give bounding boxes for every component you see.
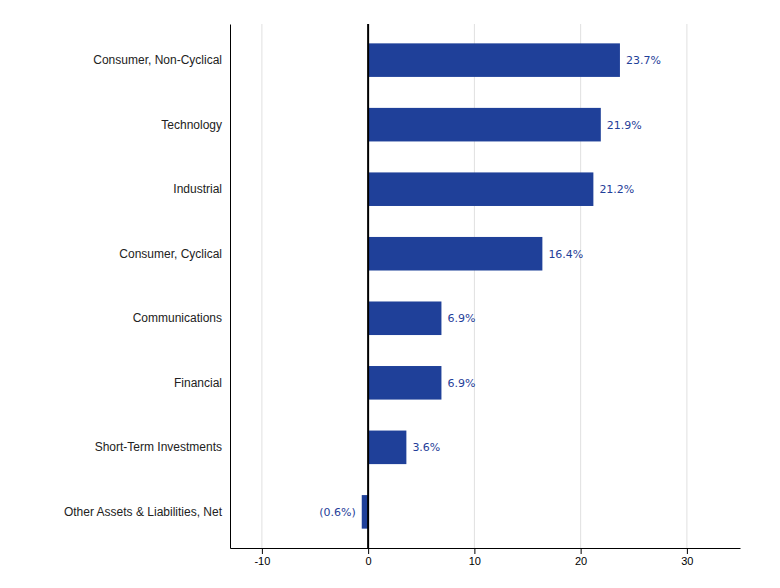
- data-label: 3.6%: [412, 441, 440, 454]
- data-label: 6.9%: [447, 312, 475, 325]
- y-tick-label: Short-Term Investments: [95, 440, 222, 454]
- x-axis: -10 0 10 20 30: [231, 548, 741, 567]
- y-tick: Technology: [161, 118, 230, 132]
- data-label: (0.6%): [319, 506, 356, 519]
- data-label: 16.4%: [548, 248, 583, 261]
- x-tick-mark: [262, 548, 263, 554]
- x-tick-mark: [581, 548, 582, 554]
- grid: [262, 24, 687, 548]
- x-tick-label: -10: [254, 555, 270, 567]
- plot: -10 0 10 20 30 Other Assets & Liabilities, Ne…: [64, 24, 741, 567]
- data-labels: (0.6%) 3.6% 6.9% 6.9% 16.4% 21.2% 21.9% 23.7%: [319, 54, 661, 519]
- y-tick-label: Communications: [133, 311, 222, 325]
- data-label: 23.7%: [626, 54, 661, 67]
- y-tick: Consumer, Cyclical: [119, 247, 230, 261]
- x-tick-label: 10: [469, 555, 481, 567]
- y-tick: Other Assets & Liabilities, Net: [64, 505, 230, 519]
- x-tick: 0: [366, 548, 372, 567]
- bar: [368, 43, 620, 77]
- bar: [368, 237, 542, 271]
- grid-line: [686, 24, 687, 548]
- x-tick: 20: [575, 548, 587, 567]
- bar: [368, 108, 601, 142]
- x-tick: 30: [681, 548, 693, 567]
- x-tick-mark: [687, 548, 688, 554]
- y-tick: Financial: [174, 376, 230, 390]
- bars: [362, 43, 620, 528]
- y-tick-label: Industrial: [173, 182, 222, 196]
- x-axis-line: [231, 548, 741, 549]
- chart: -10 0 10 20 30 Other Assets & Liabilities, Ne…: [0, 0, 780, 588]
- x-tick-label: 20: [575, 555, 587, 567]
- x-tick: 10: [469, 548, 481, 567]
- y-tick-label: Financial: [174, 376, 222, 390]
- bar: [368, 366, 441, 400]
- bar: [368, 301, 441, 335]
- x-tick-label: 0: [366, 555, 372, 567]
- y-tick-label: Technology: [161, 118, 222, 132]
- bar: [368, 431, 406, 465]
- bar: [368, 172, 593, 206]
- y-tick-label: Consumer, Non-Cyclical: [93, 53, 222, 67]
- y-tick-label: Other Assets & Liabilities, Net: [64, 505, 223, 519]
- grid-line: [368, 24, 369, 548]
- y-tick: Short-Term Investments: [95, 440, 230, 454]
- grid-line: [261, 24, 262, 548]
- y-tick: Consumer, Non-Cyclical: [93, 53, 230, 67]
- x-tick-mark: [474, 548, 475, 554]
- grid-line: [474, 24, 475, 548]
- x-tick-label: 30: [681, 555, 693, 567]
- grid-line: [580, 24, 581, 548]
- data-label: 21.2%: [599, 183, 634, 196]
- data-label: 21.9%: [607, 119, 642, 132]
- y-tick: Communications: [133, 311, 230, 325]
- y-axis: Other Assets & Liabilities, Net Short-Ter…: [64, 25, 231, 549]
- y-tick-label: Consumer, Cyclical: [119, 247, 222, 261]
- zero-line: [367, 24, 369, 548]
- x-tick-mark: [368, 548, 369, 554]
- y-tick: Industrial: [173, 182, 230, 196]
- x-tick: -10: [254, 548, 270, 567]
- y-axis-line: [230, 25, 231, 549]
- data-label: 6.9%: [447, 377, 475, 390]
